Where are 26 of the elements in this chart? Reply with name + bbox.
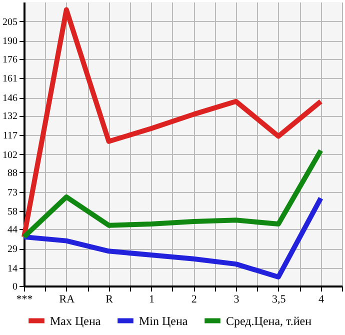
y-tick-label: 102 [2, 150, 18, 161]
x-tick-label: 3 [234, 294, 240, 306]
y-tick-label: 58 [8, 206, 18, 218]
y-tick-label: 14 [8, 263, 18, 274]
y-tick-label: 161 [2, 74, 18, 85]
y-tick-label: 44 [8, 224, 18, 236]
legend-label: Сред.Цена, т.йен [226, 314, 312, 328]
y-tick-label: 29 [8, 244, 18, 256]
x-tick-label: RA [59, 294, 75, 306]
x-tick-label: 2 [191, 294, 197, 306]
x-tick-label: R [106, 294, 114, 306]
legend-label: Min Цена [139, 314, 188, 328]
y-tick-label: 73 [8, 187, 18, 198]
y-tick-label: 190 [2, 36, 18, 48]
x-tick-label: 1 [148, 294, 154, 306]
y-tick-label: 146 [2, 93, 18, 104]
y-tick-label: 0 [12, 282, 18, 292]
x-tick-label: 4 [318, 294, 325, 306]
y-tick-label: 88 [8, 168, 18, 179]
y-tick-label: 117 [2, 130, 18, 142]
y-tick-label: 132 [2, 111, 18, 122]
x-tick-label: 3,5 [272, 294, 286, 306]
x-tick-label: *** [16, 294, 33, 306]
y-tick-label: 176 [2, 54, 18, 66]
y-tick-label: 205 [2, 16, 18, 28]
legend-label: Max Цена [50, 314, 102, 328]
